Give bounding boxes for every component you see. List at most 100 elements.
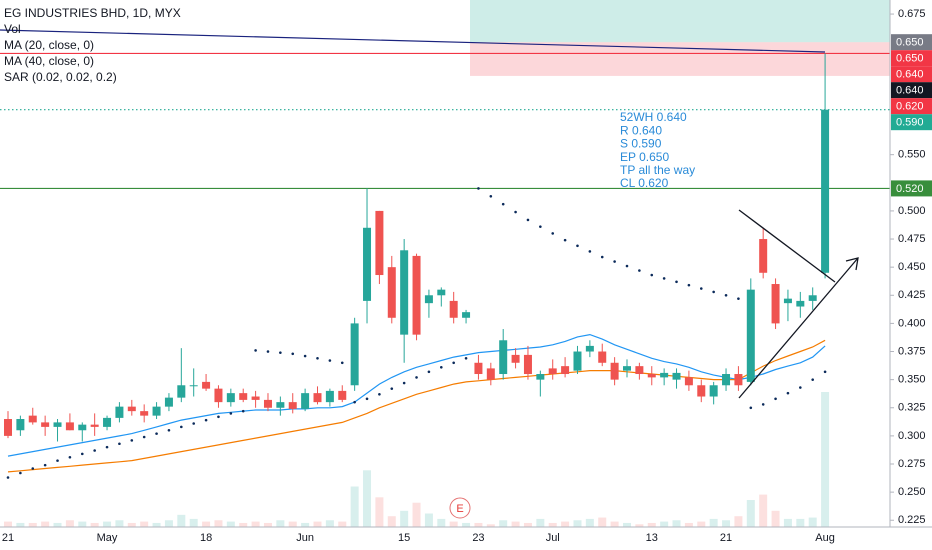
volume-bar: [585, 518, 594, 527]
sar-dot: [823, 370, 827, 374]
candle-body: [400, 250, 409, 335]
sar-dot: [514, 210, 517, 214]
sar-dot: [266, 350, 270, 353]
sar-dot: [761, 403, 765, 406]
volume-bar: [474, 522, 483, 527]
sar-dot: [464, 356, 468, 360]
sar-dot: [68, 455, 72, 459]
earnings-circle: [449, 497, 471, 519]
candle-body: [313, 393, 322, 403]
volume-bar: [573, 520, 582, 527]
candle-body: [821, 109, 830, 273]
ma-line: [7, 333, 826, 457]
volume-bar: [796, 518, 805, 527]
candle-body: [511, 354, 520, 363]
volume-bar: [177, 514, 186, 527]
sar-dot: [749, 406, 753, 410]
stop-zone: [470, 42, 890, 76]
y-tick-label: 0.675: [898, 8, 926, 20]
volume-bar: [140, 521, 149, 527]
annotation-line: EP 0.650: [620, 150, 669, 164]
volume-bar: [734, 516, 743, 527]
sar-dot: [217, 415, 220, 419]
x-tick-label: 23: [472, 532, 484, 544]
volume-bar: [53, 522, 62, 527]
sar-dot: [378, 392, 381, 396]
sar-dot: [576, 244, 579, 248]
volume-bar: [387, 516, 396, 527]
price-badge: [891, 34, 932, 51]
price-badge: [891, 66, 932, 83]
volume-bar: [65, 520, 74, 527]
triangle-line: [738, 209, 836, 283]
sar-dot: [415, 376, 418, 379]
candle-body: [90, 424, 99, 427]
levels: [0, 52, 890, 190]
legend-line: MA (40, close, 0): [4, 54, 94, 68]
y-tick-label: 0.250: [898, 486, 926, 498]
volume-bar: [28, 522, 37, 527]
volume-bar: [412, 502, 421, 527]
candle-body: [202, 381, 211, 389]
legend-line: SAR (0.02, 0.02, 0.2): [4, 70, 117, 84]
sar-dot: [192, 422, 195, 425]
volume-bar: [103, 521, 112, 527]
candle-body: [140, 411, 149, 416]
volume-bar: [164, 520, 173, 527]
candle-body: [647, 374, 656, 378]
candle-body: [573, 351, 582, 371]
annotation-line: CL 0.620: [620, 176, 669, 190]
candle-body: [164, 397, 173, 407]
volume-bar: [4, 521, 12, 527]
annotation-line: 52WH 0.640: [620, 110, 687, 124]
sar-dot: [93, 449, 96, 452]
sar-dot: [155, 432, 158, 435]
candle-body: [65, 422, 74, 431]
candle-body: [548, 368, 557, 375]
price-badge: [891, 114, 932, 131]
volume-bar: [363, 470, 372, 527]
sar-dot: [56, 459, 59, 462]
candle-body: [288, 402, 297, 409]
sar-dot: [204, 418, 208, 422]
candle-body: [325, 390, 334, 403]
sar-dot: [613, 260, 616, 263]
candle-body: [28, 415, 37, 423]
y-tick-label: 0.300: [898, 430, 926, 442]
candle-body: [127, 406, 136, 412]
price-badge: [891, 98, 932, 115]
volume-bar: [127, 522, 136, 527]
sar-dot: [316, 356, 319, 360]
sar-dot: [452, 361, 455, 365]
volume-bar: [561, 521, 570, 527]
candle-body: [561, 366, 570, 375]
candle-body: [152, 406, 161, 416]
x-tick-label: 15: [398, 532, 410, 544]
triangle-arrow: [738, 257, 859, 399]
y-tick-label: 0.275: [898, 458, 926, 470]
volume-bar: [486, 524, 495, 527]
volume-bar: [771, 510, 780, 527]
sar-dot: [662, 277, 666, 280]
candle-body: [635, 366, 644, 375]
chart-title: EG INDUSTRIES BHD, 1D, MYX: [4, 6, 181, 20]
volume-bar: [437, 518, 446, 527]
volume-bar: [759, 494, 768, 527]
volume-bar: [239, 522, 248, 527]
y-tick-label: 0.450: [898, 261, 926, 273]
candle-body: [226, 393, 235, 403]
candle-body: [462, 312, 471, 318]
volume-bar: [189, 518, 198, 527]
candle-body: [214, 388, 223, 403]
volume-bar: [462, 522, 471, 527]
sar-dot: [229, 412, 233, 415]
candle-body: [239, 393, 248, 400]
price-badge-label: 0.650: [896, 37, 924, 49]
volume-bar: [808, 517, 817, 527]
x-tick-label: 21: [2, 532, 14, 544]
earnings-marker: E: [449, 497, 471, 519]
price-badge-label: 0.640: [896, 69, 924, 81]
sar-dot: [130, 439, 134, 442]
volume-bar: [660, 521, 669, 527]
